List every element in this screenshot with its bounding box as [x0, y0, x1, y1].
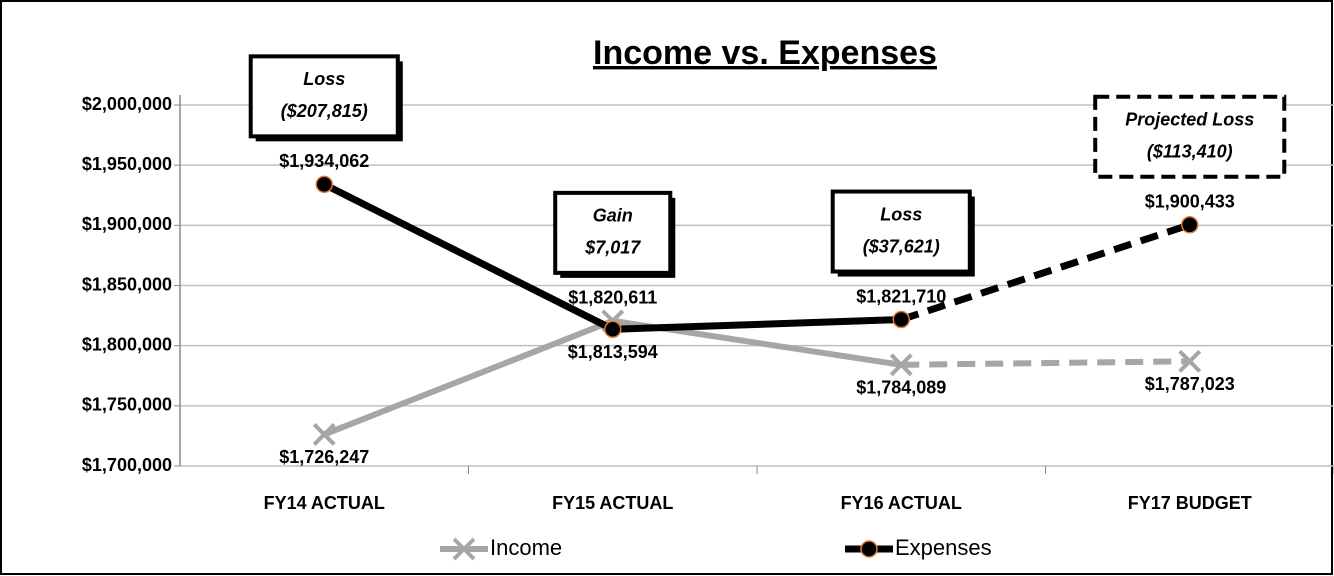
y-tick-label: $1,800,000	[82, 334, 172, 354]
data-label: $1,813,594	[568, 342, 658, 362]
annotation-text: ($37,621)	[863, 236, 940, 256]
data-label: $1,821,710	[856, 286, 946, 306]
annotation-text: Projected Loss	[1125, 110, 1254, 130]
marker	[1181, 216, 1199, 234]
series-line	[901, 358, 1190, 368]
annotation-box	[830, 189, 972, 274]
marker	[1178, 349, 1202, 373]
data-label: $1,784,089	[856, 378, 946, 398]
marker	[604, 320, 622, 339]
data-label: $1,820,611	[568, 288, 657, 308]
y-tick-label: $1,900,000	[82, 214, 172, 234]
y-tick-label: $1,750,000	[82, 395, 172, 415]
marker	[889, 353, 913, 377]
chart-title: Income vs. Expenses	[593, 34, 937, 72]
annotation-box	[248, 54, 400, 139]
annotation-text: Loss	[303, 69, 345, 89]
y-tick-label: $1,950,000	[82, 154, 172, 174]
annotation-text: $7,017	[584, 238, 641, 258]
annotation-text: ($207,815)	[281, 101, 368, 121]
x-tick-label: FY15 ACTUAL	[552, 493, 673, 513]
annotation-text: ($113,410)	[1147, 142, 1233, 162]
annotation-box	[1093, 94, 1287, 179]
marker	[312, 423, 336, 446]
x-tick-label: FY14 ACTUAL	[264, 493, 385, 513]
y-tick-label: $1,850,000	[82, 274, 172, 294]
legend-label: Expenses	[895, 535, 992, 560]
data-label: $1,900,433	[1145, 192, 1235, 212]
y-tick-label: $1,700,000	[82, 455, 172, 475]
x-tick-label: FY16 ACTUAL	[841, 493, 962, 513]
annotation-text: Gain	[593, 206, 633, 226]
marker	[892, 310, 910, 329]
annotation-text: Loss	[880, 204, 922, 224]
marker	[452, 537, 476, 561]
annotation-box	[553, 190, 673, 275]
series-line	[900, 221, 1191, 323]
marker	[860, 540, 878, 558]
data-label: $1,787,023	[1145, 374, 1235, 394]
data-label: $1,934,062	[279, 151, 369, 171]
x-tick-label: FY17 BUDGET	[1128, 493, 1252, 513]
y-tick-label: $2,000,000	[82, 94, 172, 114]
marker	[315, 175, 333, 194]
data-label: $1,726,247	[279, 447, 369, 467]
legend-label: Income	[490, 535, 562, 560]
